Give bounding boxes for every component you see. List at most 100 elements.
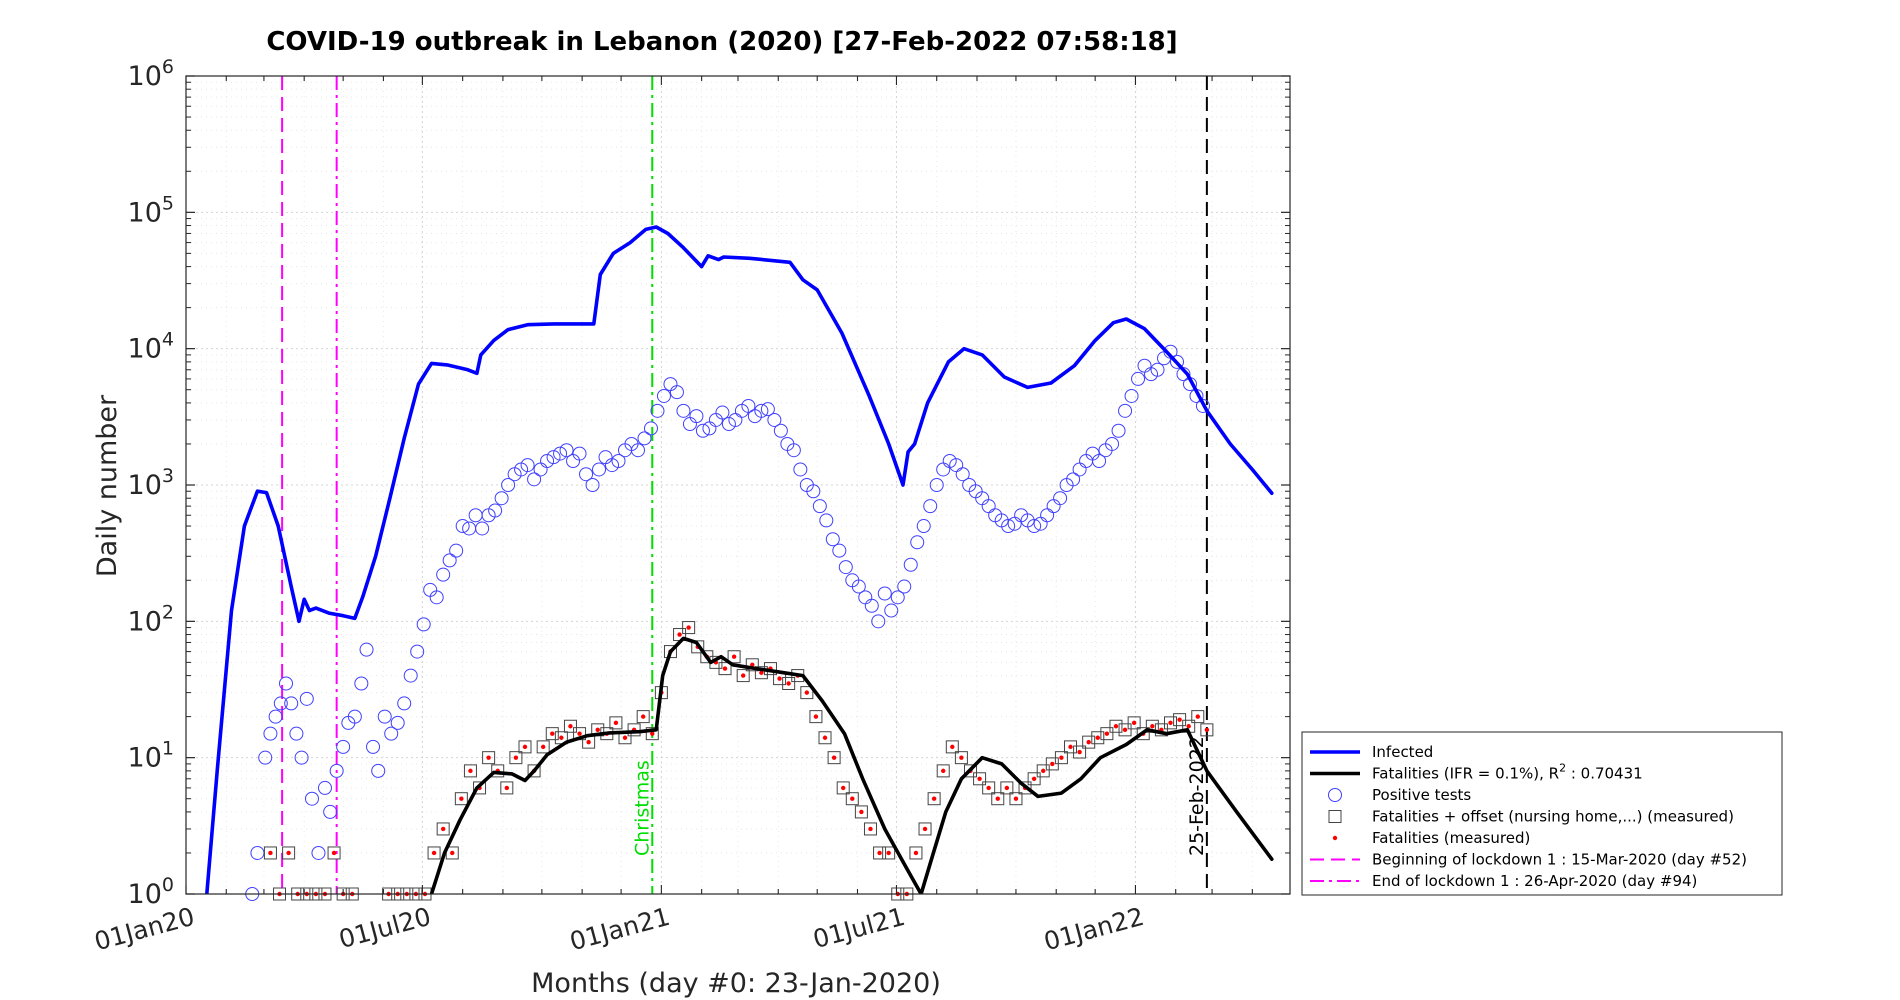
fatalities-measured-marker	[1195, 714, 1200, 719]
positive-tests-marker	[488, 503, 503, 518]
y-tick-base: 10	[128, 470, 162, 501]
fatalities-model-line	[429, 636, 1274, 894]
positive-tests-marker	[793, 462, 808, 477]
legend-entry-text: Fatalities + offset (nursing home,...) (…	[1372, 808, 1734, 826]
fatalities-offset-marker	[1000, 781, 1014, 795]
legend-entry-label: Positive tests	[1372, 786, 1471, 804]
positive-tests-marker	[1053, 491, 1068, 506]
positive-tests-marker	[397, 696, 412, 711]
fatalities-offset-marker	[263, 846, 277, 860]
positive-tests-marker	[923, 499, 938, 514]
positive-tests-marker	[403, 668, 418, 683]
fatalities-offset-marker	[1036, 764, 1050, 778]
positive-tests-marker	[767, 412, 782, 427]
positive-tests-marker	[897, 579, 912, 594]
positive-tests-marker	[416, 617, 431, 632]
fatalities-offset-marker	[691, 640, 705, 654]
fatalities-measured-marker	[1013, 796, 1019, 801]
fatalities-measured-marker	[504, 785, 510, 791]
legend-entry-text: Beginning of lockdown 1 : 15-Mar-2020 (d…	[1372, 851, 1747, 869]
legend-entry-label: End of lockdown 1 : 26-Apr-2020 (day #94…	[1372, 872, 1697, 890]
fatalities-offset-marker	[427, 846, 441, 860]
fatalities-measured-marker	[1086, 739, 1091, 745]
fatalities-offset-marker	[518, 740, 532, 754]
legend-entry-text: Positive tests	[1372, 786, 1471, 804]
fatalities-measured-marker	[595, 727, 600, 733]
fatalities-measured-marker	[1104, 731, 1110, 736]
positive-tests-marker	[676, 403, 691, 418]
fatalities-offset-marker	[1191, 710, 1205, 724]
fatalities-offset-marker	[1082, 735, 1096, 749]
fatalities-measured-marker	[859, 809, 864, 815]
fatalities-offset-marker	[818, 731, 832, 745]
fatalities-offset-marker	[918, 822, 932, 836]
fatalities-measured-marker	[777, 676, 782, 681]
fatalities-offset-marker	[436, 822, 450, 836]
fatalities-measured-marker	[1068, 744, 1073, 750]
positive-tests-marker	[258, 750, 273, 765]
positive-tests-marker	[289, 726, 304, 741]
fatalities-measured-marker	[622, 735, 628, 740]
fatalities-offset-marker	[1018, 781, 1032, 795]
fatalities-offset-marker	[636, 710, 650, 724]
legend-box	[1301, 731, 1783, 896]
fatalities-offset-marker	[1054, 751, 1068, 765]
fatalities-measured-marker	[522, 744, 528, 750]
fatalities-measured-marker	[1113, 724, 1119, 729]
fatalities-offset-marker	[682, 621, 696, 635]
positive-tests-marker	[819, 513, 834, 528]
positive-tests-marker	[304, 791, 319, 806]
positive-tests-marker	[1066, 472, 1081, 487]
fatalities-offset-marker	[718, 662, 732, 676]
fatalities-measured-marker	[750, 662, 755, 667]
positive-tests-marker	[916, 519, 931, 534]
fatalities-measured-marker	[1150, 724, 1155, 729]
positive-tests-marker	[540, 453, 555, 468]
fatalities-measured-marker	[1186, 724, 1191, 729]
positive-tests-marker	[890, 590, 905, 605]
fatalities-offset-marker	[327, 846, 341, 860]
positive-tests-marker	[592, 462, 607, 477]
fatalities-measured-marker	[613, 720, 619, 726]
fatalities-measured-marker	[841, 785, 846, 791]
fatalities-measured-marker	[568, 724, 573, 729]
reference-line-label: Christmas	[631, 760, 653, 856]
positive-tests-marker	[1150, 362, 1165, 377]
y-tick-exponent: 6	[162, 56, 174, 78]
fatalities-measured-marker	[786, 681, 791, 686]
positive-tests-marker	[949, 458, 964, 473]
fatalities-measured-marker	[1059, 755, 1064, 760]
y-tick-base: 10	[128, 334, 162, 365]
legend-entry-label: Beginning of lockdown 1 : 15-Mar-2020 (d…	[1372, 851, 1747, 869]
fatalities-offset-marker	[1091, 731, 1105, 745]
y-tick-exponent: 0	[162, 874, 174, 896]
fatalities-offset-marker	[736, 669, 750, 683]
positive-tests-marker	[825, 532, 840, 547]
positive-tests-marker	[695, 423, 710, 438]
positive-tests-marker	[284, 696, 299, 711]
fatalities-measured-marker	[540, 744, 546, 750]
positive-tests-marker	[786, 443, 801, 458]
positive-tests-marker	[294, 750, 309, 765]
positive-tests-marker	[553, 446, 568, 461]
positive-tests-marker	[475, 521, 490, 536]
positive-tests-marker	[585, 478, 600, 492]
positive-tests-marker	[449, 543, 464, 558]
fatalities-measured-marker	[868, 826, 873, 832]
fatalities-measured-marker	[986, 785, 991, 791]
legend-entry-label: Fatalities + offset (nursing home,...) (…	[1372, 808, 1734, 826]
fatalities-offset-marker	[1009, 792, 1023, 806]
fatalities-offset-marker	[1100, 727, 1114, 741]
fatalities-measured-marker	[941, 768, 946, 774]
positive-tests-marker	[760, 402, 775, 417]
positive-tests-marker	[527, 472, 542, 487]
fatalities-offset-marker	[945, 740, 959, 754]
fatalities-measured-marker	[1122, 727, 1128, 733]
fatalities-measured-marker	[650, 731, 655, 736]
positive-tests-marker	[981, 499, 996, 514]
fatalities-measured-marker	[1204, 727, 1210, 733]
positive-tests-marker	[429, 590, 444, 605]
fatalities-measured-marker	[813, 714, 819, 719]
fatalities-offset-marker	[282, 846, 296, 860]
